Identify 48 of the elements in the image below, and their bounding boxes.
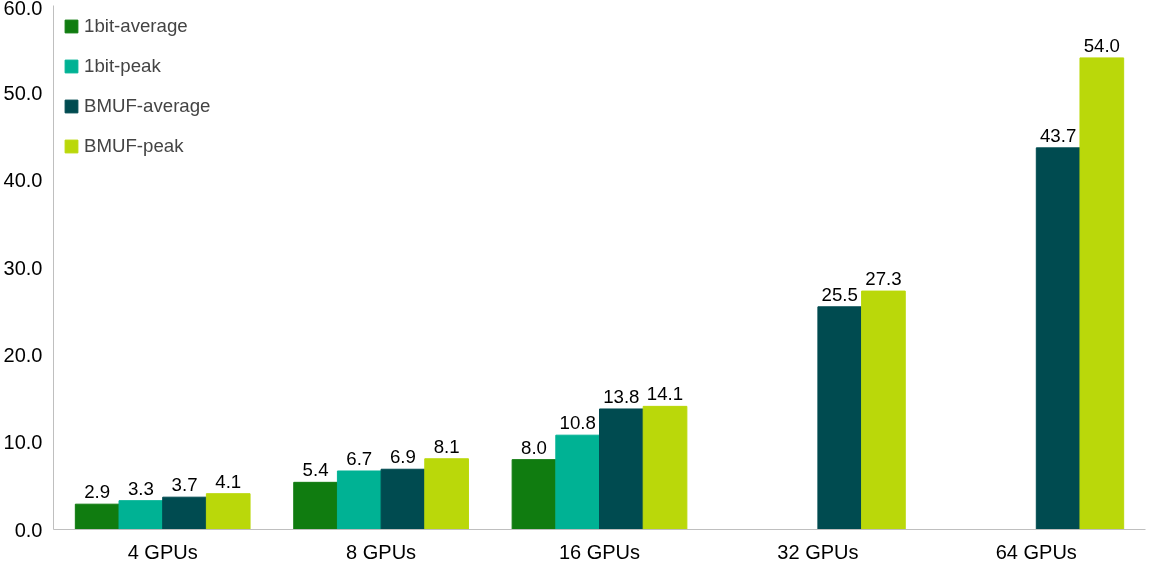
data-label: 27.3 (865, 268, 902, 290)
bar (642, 405, 688, 530)
bar (74, 503, 120, 530)
legend-label: 1bit-average (84, 15, 188, 37)
y-tick-label: 60.0 (3, 0, 43, 19)
y-tick-label: 30.0 (3, 256, 43, 279)
bar (1035, 147, 1081, 530)
data-label: 5.4 (302, 459, 329, 481)
bar (424, 458, 469, 530)
bar (293, 481, 338, 530)
y-tick-label: 50.0 (3, 81, 43, 104)
y-tick-label: 20.0 (3, 343, 43, 366)
x-tick-label: 16 GPUs (558, 540, 641, 563)
bar (205, 493, 251, 530)
data-label: 54.0 (1083, 34, 1120, 56)
bar (380, 468, 426, 530)
bar (118, 500, 164, 530)
x-tick-label: 32 GPUs (777, 540, 859, 563)
data-label: 13.8 (603, 385, 640, 407)
bar (336, 470, 382, 530)
data-label: 8.0 (521, 436, 547, 458)
data-label: 2.9 (84, 481, 111, 503)
y-tick-label: 40.0 (3, 169, 43, 192)
bar (162, 496, 207, 530)
data-label: 8.1 (433, 435, 460, 457)
bar (817, 306, 863, 530)
data-label: 6.9 (389, 446, 416, 468)
data-label: 4.1 (215, 470, 242, 492)
data-label: 6.7 (346, 447, 373, 469)
data-label: 14.1 (646, 383, 684, 405)
y-tick-label: 0.0 (14, 518, 43, 541)
bar (599, 408, 644, 530)
bar (1079, 57, 1125, 530)
x-tick-label: 8 GPUs (346, 540, 417, 563)
data-label: 3.3 (127, 477, 154, 499)
legend-label: BMUF-peak (84, 135, 184, 157)
x-tick-label: 64 GPUs (995, 540, 1077, 563)
data-label: 10.8 (559, 412, 596, 434)
data-label: 43.7 (1039, 124, 1077, 146)
legend-label: 1bit-peak (84, 55, 161, 77)
data-label: 3.7 (171, 474, 198, 496)
bar (555, 434, 600, 530)
bar (861, 290, 906, 530)
bar (511, 459, 557, 530)
y-tick-label: 10.0 (3, 431, 43, 454)
x-tick-label: 4 GPUs (127, 540, 198, 563)
legend-label: BMUF-average (84, 95, 211, 117)
data-label: 25.5 (821, 283, 858, 305)
